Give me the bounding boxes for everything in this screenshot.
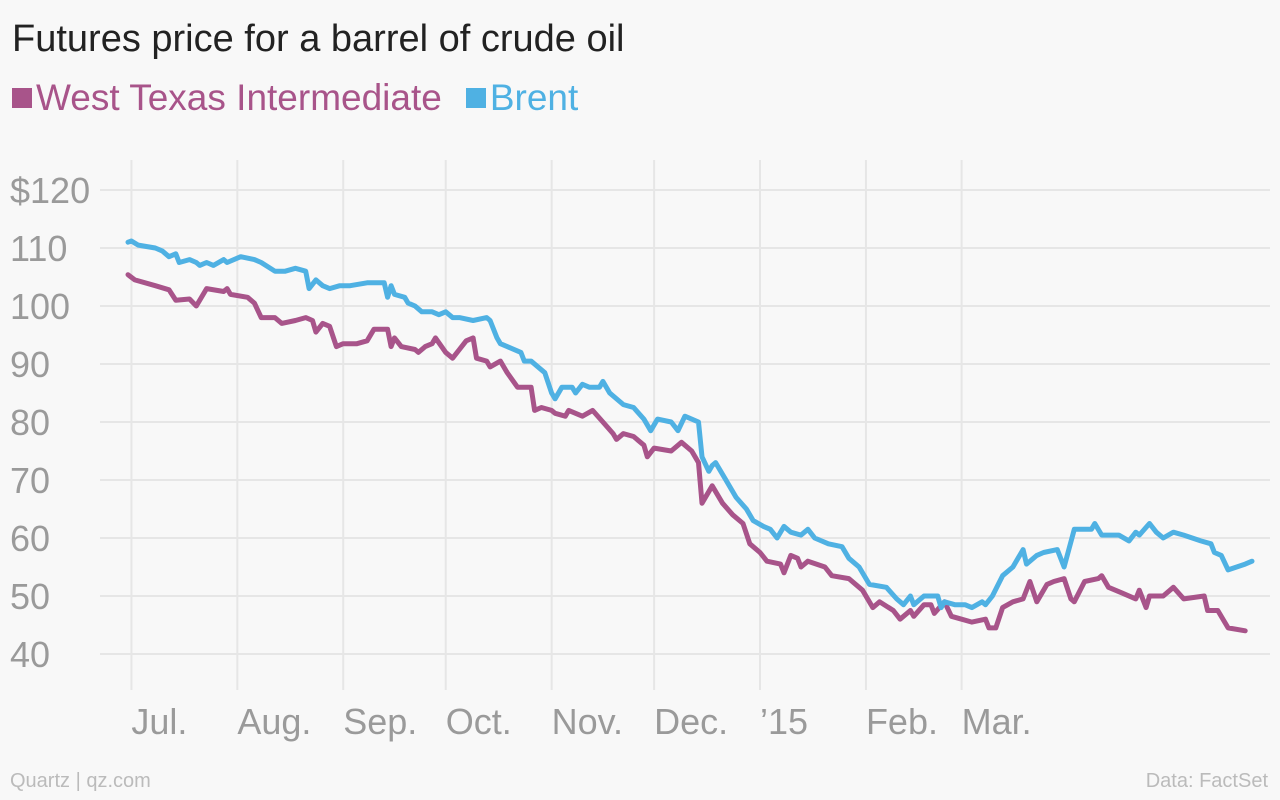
y-tick-label: 80	[10, 402, 50, 443]
y-tick-label: 60	[10, 518, 50, 559]
x-tick-label: Mar.	[962, 701, 1032, 742]
legend-item-brent: Brent	[465, 74, 579, 122]
y-tick-label: 50	[10, 576, 50, 617]
x-tick-label: Sep.	[343, 701, 417, 742]
x-tick-label: Dec.	[654, 701, 728, 742]
legend-swatch-brent	[465, 88, 486, 108]
x-tick-label: Feb.	[866, 701, 938, 742]
x-tick-label: Aug.	[237, 701, 311, 742]
legend-label-brent: Brent	[489, 77, 579, 118]
data-source: Data: FactSet	[1145, 770, 1268, 792]
y-tick-label: 70	[10, 460, 50, 501]
legend-label-wti: West Texas Intermediate	[36, 77, 442, 118]
y-tick-label: $120	[10, 170, 90, 211]
y-tick-label: 100	[10, 286, 70, 327]
brent-series-line	[125, 238, 1255, 611]
y-tick-label: 40	[10, 634, 50, 675]
legend-swatch-wti	[12, 88, 32, 108]
wti-series-line	[125, 272, 1248, 634]
y-tick-label: 110	[10, 228, 67, 269]
x-tick-label: Oct.	[446, 701, 512, 742]
y-tick-label: 90	[10, 344, 50, 385]
x-tick-label: Jul.	[131, 701, 187, 742]
legend: West Texas Intermediate Brent	[12, 74, 602, 122]
chart-title: Futures price for a barrel of crude oil	[12, 18, 625, 60]
source-credit: Quartz | qz.com	[10, 770, 151, 792]
x-tick-label: Nov.	[552, 701, 623, 742]
x-tick-label: ’15	[760, 701, 808, 742]
legend-item-wti: West Texas Intermediate	[12, 74, 442, 122]
